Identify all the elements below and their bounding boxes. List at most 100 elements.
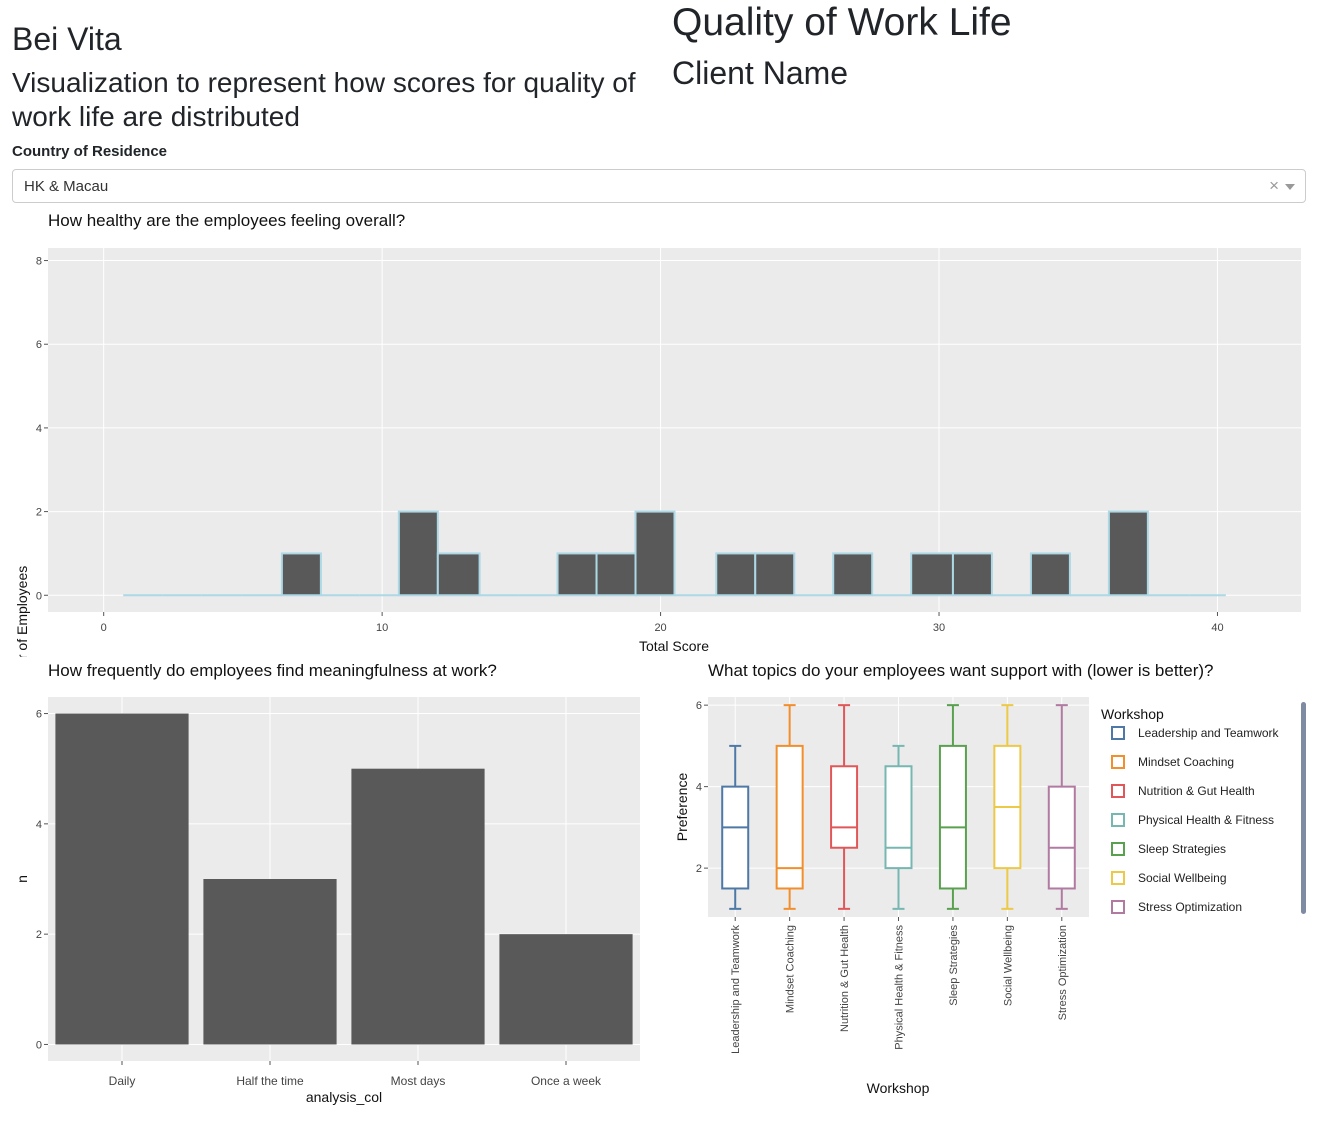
box-y-tick-label: 2 — [696, 863, 702, 875]
histogram-y-tick-label: 4 — [36, 423, 42, 435]
legend-title: Workshop — [1101, 706, 1164, 722]
bar-y-tick-label: 4 — [36, 819, 42, 831]
box-series — [1047, 704, 1076, 910]
box-y-tick-label: 4 — [696, 782, 702, 794]
histogram-bar — [832, 552, 874, 597]
bar-chart-title: How frequently do employees find meaning… — [48, 661, 497, 680]
histogram-bar — [556, 552, 598, 597]
histogram-bar — [280, 552, 322, 597]
legend-swatch — [1111, 784, 1125, 798]
bar — [55, 713, 189, 1045]
histogram-chart: How healthy are the employees feeling ov… — [14, 211, 1301, 657]
histogram-bars — [123, 510, 1226, 597]
bar — [203, 879, 337, 1045]
bar — [499, 934, 633, 1045]
histogram-x-tick-label: 0 — [101, 622, 107, 634]
box-x-tick-label: Physical Health & Fitness — [894, 925, 906, 1050]
histogram-bar — [951, 552, 993, 597]
legend-entry: Physical Health & Fitness — [1138, 813, 1274, 827]
country-filter-dropdown[interactable]: HK & Macau × — [12, 169, 1306, 203]
bar-bars — [55, 713, 633, 1045]
chevron-down-icon[interactable] — [1285, 184, 1295, 190]
histogram-bar — [910, 552, 954, 597]
clear-icon[interactable]: × — [1269, 176, 1279, 195]
histogram-y-tick-label: 8 — [36, 256, 42, 268]
histogram-bar — [1107, 510, 1149, 597]
bar-x-tick-label: Most days — [391, 1074, 446, 1088]
legend-swatch — [1111, 900, 1125, 914]
box-x-label: Workshop — [867, 1080, 930, 1096]
bar-y-ticks: 0 2 4 6 — [36, 709, 48, 1051]
box-y-tick-label: 6 — [696, 700, 702, 712]
client-name: Client Name — [672, 55, 849, 91]
histogram-bar — [715, 552, 757, 597]
histogram-title: How healthy are the employees feeling ov… — [48, 211, 405, 230]
legend-swatch — [1111, 842, 1125, 856]
histogram-bar — [436, 552, 481, 597]
country-filter-value: HK & Macau — [24, 178, 109, 195]
box-series — [938, 704, 967, 910]
bar-y-label: n — [14, 875, 30, 883]
box-y-ticks: 2 4 6 — [696, 700, 708, 875]
legend-swatch — [1111, 726, 1125, 740]
box-series — [830, 704, 859, 910]
bar-x-tick-label: Half the time — [236, 1074, 304, 1088]
legend-entry: Sleep Strategies — [1138, 842, 1226, 856]
box-chart-title: What topics do your employees want suppo… — [708, 661, 1214, 680]
bar-x-tick-label: Daily — [109, 1074, 136, 1088]
brand-title: Bei Vita — [12, 21, 122, 57]
histogram-bar — [754, 552, 796, 597]
box-x-tick-label: Nutrition & Gut Health — [839, 925, 851, 1032]
histogram-y-label: Number of Employees — [14, 566, 30, 657]
frequency-bar-chart: How frequently do employees find meaning… — [14, 661, 640, 1105]
histogram-x-label: Total Score — [639, 638, 709, 654]
histogram-bar — [634, 510, 676, 597]
box-series — [884, 744, 913, 910]
box-iqr — [938, 744, 967, 890]
legend-swatch — [1111, 871, 1125, 885]
legend-entry: Social Wellbeing — [1138, 871, 1227, 885]
histogram-x-tick-label: 20 — [654, 622, 666, 634]
histogram-x-tick-label: 40 — [1211, 622, 1223, 634]
box-iqr — [884, 765, 913, 870]
bar-y-tick-label: 2 — [36, 929, 42, 941]
bar-x-ticks: Daily Half the time Most days Once a week — [109, 1061, 602, 1088]
legend-swatch — [1111, 755, 1125, 769]
box-x-tick-label: Sleep Strategies — [948, 925, 960, 1006]
box-iqr — [721, 785, 750, 890]
bar — [351, 768, 485, 1045]
legend-entry: Nutrition & Gut Health — [1138, 784, 1255, 798]
box-x-tick-label: Leadership and Teamwork — [730, 925, 742, 1054]
page-title: Quality of Work Life — [672, 1, 1012, 44]
box-iqr — [775, 744, 804, 890]
country-filter-label: Country of Residence — [12, 143, 168, 160]
bar-x-tick-label: Once a week — [531, 1074, 602, 1088]
legend-scrollbar[interactable] — [1301, 702, 1306, 914]
box-iqr — [1047, 785, 1076, 890]
box-boxes — [721, 704, 1076, 910]
box-x-tick-label: Stress Optimization — [1057, 925, 1069, 1020]
box-legend: Leadership and Teamwork Mindset Coaching N… — [1111, 726, 1280, 914]
legend-entry: Mindset Coaching — [1138, 755, 1234, 769]
histogram-bar — [1029, 552, 1071, 597]
box-y-label: Preference — [674, 773, 690, 842]
histogram-y-tick-label: 2 — [36, 507, 42, 519]
box-series — [721, 744, 750, 910]
box-x-tick-label: Social Wellbeing — [1002, 925, 1014, 1006]
histogram-y-tick-label: 0 — [36, 590, 42, 602]
box-x-ticks: Leadership and Teamwork Mindset Coaching N… — [730, 917, 1069, 1054]
histogram-x-tick-label: 10 — [376, 622, 388, 634]
box-iqr — [830, 765, 859, 849]
bar-x-label: analysis_col — [306, 1089, 382, 1105]
legend-swatch — [1111, 813, 1125, 827]
histogram-y-ticks: 0 2 4 6 8 — [36, 256, 48, 602]
histogram-bar — [397, 510, 439, 597]
legend-entry: Leadership and Teamwork — [1138, 726, 1280, 740]
histogram-y-tick-label: 6 — [36, 339, 42, 351]
box-series — [775, 704, 804, 910]
workshop-box-chart: What topics do your employees want suppo… — [674, 661, 1306, 1096]
page-subtitle: Visualization to represent how scores fo… — [12, 67, 636, 132]
bar-y-tick-label: 6 — [36, 709, 42, 721]
histogram-x-ticks: 0 10 20 30 40 — [101, 612, 1224, 634]
histogram-x-tick-label: 30 — [933, 622, 945, 634]
